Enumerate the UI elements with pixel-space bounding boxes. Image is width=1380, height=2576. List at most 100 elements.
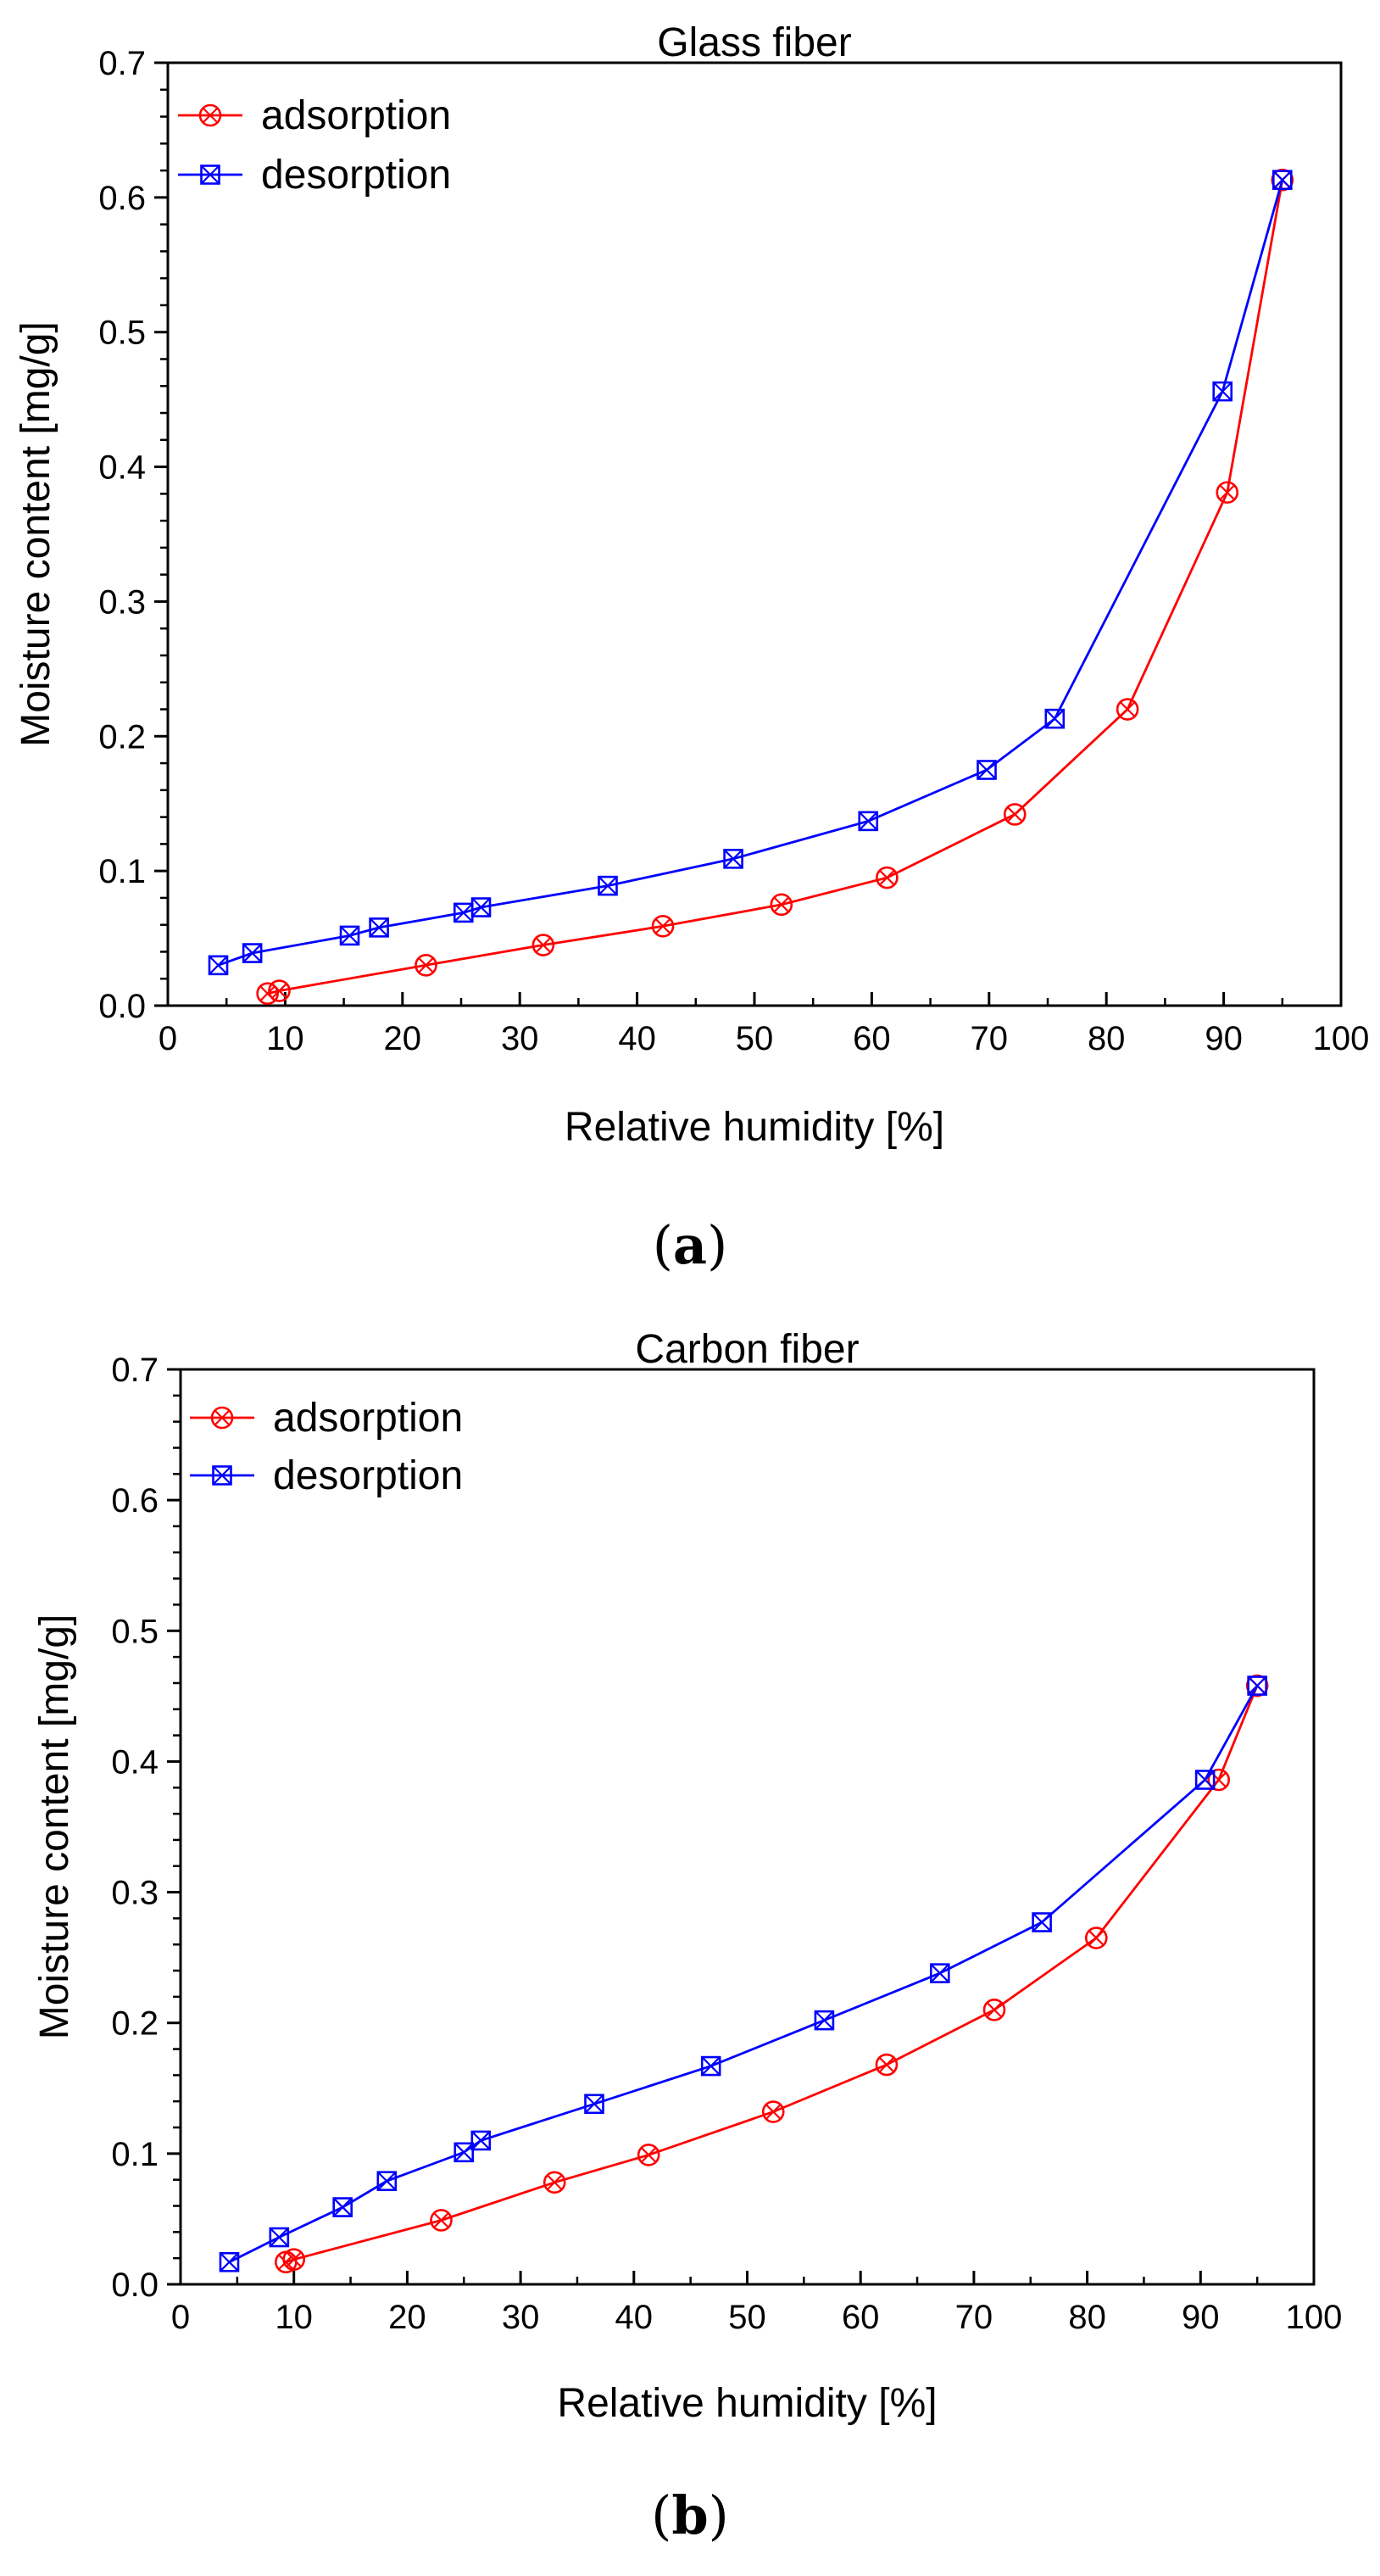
data-point-desorption <box>858 811 879 832</box>
x-tick-label: 30 <box>501 1020 539 1057</box>
y-axis-label: Moisture content [mg/g] <box>14 321 58 747</box>
y-tick-label: 0.7 <box>98 45 146 82</box>
data-point-desorption <box>269 2227 290 2248</box>
plot-frame <box>166 61 1343 1007</box>
x-tick-label: 40 <box>615 2299 654 2336</box>
series-line-adsorption <box>267 179 1284 995</box>
data-point-desorption <box>929 1963 950 1983</box>
y-tick-label: 0.3 <box>98 583 146 621</box>
x-tick-label: 0 <box>171 2299 190 2336</box>
panel-label-letter: b <box>671 2484 708 2546</box>
legend-marker-desorption <box>212 1465 232 1486</box>
y-tick-label: 0.0 <box>98 988 146 1025</box>
data-point-adsorption <box>761 2100 785 2123</box>
panel-label: (a) <box>653 1214 728 1276</box>
series-line-desorption <box>228 1685 1259 2264</box>
data-point-adsorption <box>268 979 291 1002</box>
data-point-adsorption <box>415 954 437 977</box>
chart-title: Carbon fiber <box>635 1327 859 1372</box>
data-point-desorption <box>339 925 360 946</box>
data-point-desorption <box>470 2130 492 2151</box>
series-line-adsorption <box>285 1685 1259 2264</box>
y-tick-label: 0.2 <box>98 718 146 756</box>
data-point-adsorption <box>982 1998 1006 2021</box>
data-point-desorption <box>470 897 492 917</box>
y-tick-label: 0.0 <box>111 2267 159 2304</box>
data-point-desorption <box>454 2142 475 2163</box>
legend-label: desorption <box>261 153 451 198</box>
x-tick-label: 20 <box>388 2299 426 2336</box>
figure-panel-b: Carbon fiber 0 10 20 30 40 50 60 70 80 90 100 0.0 0.1… <box>0 1306 1380 2576</box>
data-point-desorption <box>1272 170 1293 191</box>
chart-title: Glass fiber <box>657 20 851 65</box>
y-tick-label: 0.1 <box>98 853 146 890</box>
data-point-adsorption <box>1084 1926 1108 1949</box>
figure-panel-a: Glass fiber 0 10 20 30 40 50 60 70 80 90 100 0.0 0.1 0… <box>14 20 1370 1276</box>
legend-marker-desorption <box>200 164 220 185</box>
panel-label-open: ( <box>651 2484 671 2546</box>
data-point-desorption <box>219 2251 240 2272</box>
y-tick-label: 0.4 <box>98 449 146 487</box>
x-axis-label: Relative humidity [%] <box>565 1105 944 1150</box>
panel-label: (b) <box>651 2484 729 2546</box>
x-axis-label: Relative humidity [%] <box>557 2381 937 2426</box>
data-point-adsorption <box>1216 481 1239 505</box>
legend-item-desorption: desorption <box>190 1453 463 1498</box>
x-tick-label: 20 <box>384 1020 422 1057</box>
data-point-adsorption <box>1003 803 1027 826</box>
chart-a: Glass fiber 0 10 20 30 40 50 60 70 80 90 100 0.0 0.1 0… <box>14 20 1370 1276</box>
data-point-desorption <box>242 943 263 963</box>
panel-label-letter: a <box>673 1214 707 1276</box>
x-tick-label: 90 <box>1205 1020 1243 1057</box>
data-point-desorption <box>369 917 389 938</box>
data-point-desorption <box>332 2197 353 2217</box>
y-tick-label: 0.2 <box>111 2005 159 2043</box>
data-point-desorption <box>1212 381 1233 402</box>
legend-item-adsorption: adsorption <box>178 93 451 138</box>
data-point-adsorption <box>770 893 793 917</box>
x-tick-label: 70 <box>971 1020 1009 1057</box>
y-tick-label: 0.7 <box>111 1352 159 1389</box>
data-point-adsorption <box>637 2144 660 2166</box>
x-tick-label: 90 <box>1182 2299 1220 2336</box>
x-tick-label: 80 <box>1068 2299 1106 2336</box>
chart-b: Carbon fiber 0 10 20 30 40 50 60 70 80 90 100 0.0 0.1… <box>32 1327 1343 2546</box>
data-point-desorption <box>1194 1770 1216 1790</box>
panel-label-close: ) <box>707 1214 727 1276</box>
legend-label: adsorption <box>261 93 451 138</box>
x-tick-label: 60 <box>842 2299 880 2336</box>
data-point-desorption <box>1044 708 1066 729</box>
y-tick-label: 0.4 <box>111 1743 159 1781</box>
x-tick-label: 80 <box>1088 1020 1126 1057</box>
data-point-desorption <box>814 2010 835 2031</box>
x-tick-label: 100 <box>1313 1020 1370 1057</box>
data-point-adsorption <box>430 2209 453 2232</box>
data-point-desorption <box>1032 1912 1052 1932</box>
legend-item-desorption: desorption <box>178 153 451 198</box>
x-tick-label: 100 <box>1286 2299 1343 2336</box>
data-point-adsorption <box>651 914 675 938</box>
x-tick-label: 30 <box>502 2299 540 2336</box>
x-tick-label: 50 <box>728 2299 766 2336</box>
x-tick-label: 60 <box>853 1020 891 1057</box>
data-point-desorption <box>584 2094 604 2115</box>
data-point-desorption <box>208 955 229 976</box>
data-point-desorption <box>1247 1676 1267 1696</box>
y-tick-label: 0.1 <box>111 2136 159 2173</box>
panel-label-close: ) <box>709 2484 729 2546</box>
data-point-desorption <box>598 875 618 896</box>
x-tick-label: 70 <box>955 2299 993 2336</box>
x-tick-label: 10 <box>266 1020 304 1057</box>
data-point-adsorption <box>531 934 555 956</box>
y-tick-label: 0.6 <box>98 180 146 217</box>
series-line-desorption <box>218 179 1284 967</box>
legend-label: desorption <box>273 1453 463 1498</box>
data-point-adsorption <box>1116 698 1139 721</box>
legend-marker-adsorption <box>210 1406 234 1430</box>
plot-frame <box>179 1368 1316 2286</box>
y-tick-label: 0.3 <box>111 1875 159 1912</box>
legend-label: adsorption <box>273 1396 463 1441</box>
x-tick-label: 50 <box>736 1020 774 1057</box>
data-point-desorption <box>723 849 743 869</box>
x-tick-label: 0 <box>159 1020 177 1057</box>
